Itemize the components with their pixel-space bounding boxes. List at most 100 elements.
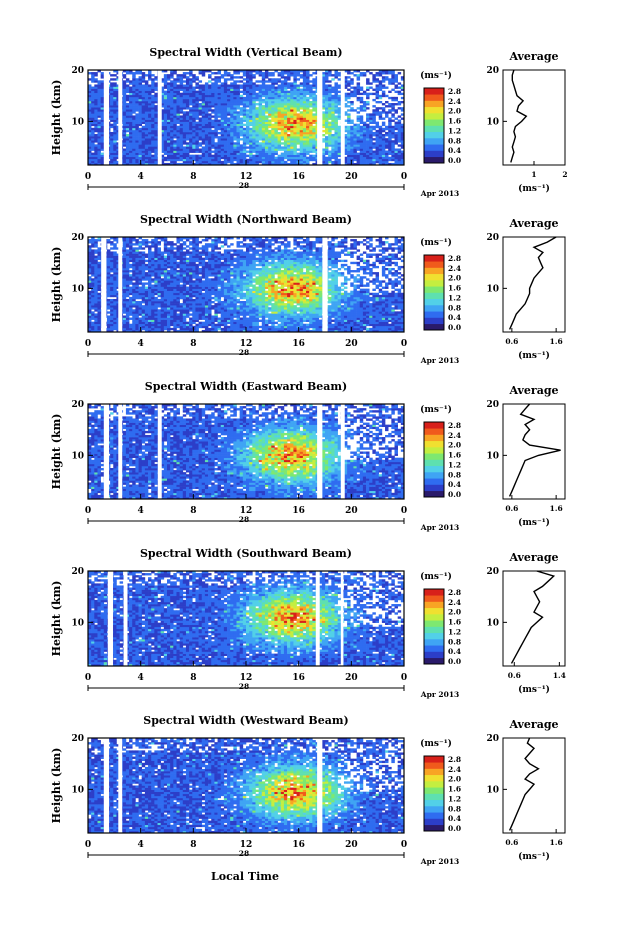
heatmap-cell	[192, 154, 196, 158]
heatmap-cell	[141, 274, 146, 277]
heatmap-cell	[261, 107, 266, 110]
heatmap-cell	[264, 144, 269, 147]
heatmap-cell	[179, 121, 184, 124]
heatmap-cell	[173, 123, 177, 127]
heatmap-cell	[378, 80, 383, 83]
heatmap-cell	[388, 109, 392, 112]
heatmap-cell	[366, 142, 370, 145]
heatmap-cell	[132, 292, 136, 296]
heatmap-cell	[138, 251, 143, 254]
heatmap-cell	[135, 96, 139, 100]
heatmap-cell	[94, 265, 98, 269]
average-y-tick-label: 10	[486, 117, 499, 127]
heatmap-cell	[258, 96, 263, 100]
heatmap-cell	[185, 123, 190, 127]
heatmap-cell	[97, 255, 101, 258]
heatmap-cell	[113, 315, 117, 318]
heatmap-cell	[182, 72, 187, 75]
heatmap-cell	[249, 121, 253, 124]
heatmap-cell	[88, 284, 92, 287]
heatmap-cell	[217, 115, 222, 118]
heatmap-cell	[113, 317, 117, 320]
heatmap-cell	[220, 98, 225, 102]
heatmap-cell	[208, 113, 212, 116]
heatmap-cell	[359, 156, 364, 160]
heatmap-cell	[157, 292, 161, 296]
heatmap-cell	[220, 142, 225, 145]
heatmap-cell	[173, 134, 177, 137]
heatmap-cell	[242, 92, 247, 96]
heatmap-cell	[385, 134, 389, 137]
heatmap-cell	[227, 136, 231, 139]
heatmap-cell	[400, 140, 405, 143]
heatmap-cell	[135, 290, 139, 294]
heatmap-cell	[157, 303, 161, 306]
heatmap-cell	[261, 94, 266, 98]
heatmap-cell	[189, 121, 193, 124]
heatmap-cell	[173, 113, 177, 116]
heatmap-cell	[204, 96, 209, 100]
heatmap-cell	[182, 90, 187, 94]
heatmap-cell	[151, 265, 155, 269]
heatmap-cell	[347, 160, 351, 164]
heatmap-cell	[296, 152, 301, 155]
heatmap-cell	[350, 94, 354, 98]
heatmap-cell	[179, 107, 184, 110]
heatmap-cell	[106, 282, 111, 285]
heatmap-cell	[293, 88, 297, 91]
heatmap-cell	[154, 284, 158, 287]
heatmap-cell	[290, 138, 294, 141]
heatmap-cell	[309, 88, 313, 91]
heatmap-cell	[179, 80, 184, 83]
heatmap-cell	[337, 125, 342, 129]
heatmap-cell	[296, 115, 301, 118]
heatmap-cell	[110, 113, 114, 116]
heatmap-cell	[122, 144, 127, 147]
heatmap-cell	[132, 98, 136, 102]
heatmap-cell	[138, 117, 143, 120]
heatmap-cell	[299, 148, 304, 151]
heatmap-cell	[328, 154, 332, 158]
heatmap-cell	[129, 251, 133, 254]
heatmap-cell	[277, 100, 282, 104]
heatmap-cell	[296, 88, 301, 91]
heatmap-cell	[94, 272, 98, 275]
heatmap-cell	[192, 136, 196, 139]
heatmap-cell	[113, 298, 117, 302]
heatmap-cell	[290, 121, 294, 124]
heatmap-cell	[170, 119, 174, 122]
heatmap-cell	[287, 100, 291, 104]
heatmap-cell	[141, 142, 146, 145]
heatmap-cell	[261, 156, 266, 160]
y-axis-label: Height (km)	[50, 80, 63, 156]
heatmap-cell	[138, 80, 143, 83]
heatmap-cell	[88, 245, 92, 248]
heatmap-cell	[214, 90, 218, 94]
heatmap-cell	[173, 82, 177, 85]
heatmap-cell	[277, 146, 282, 149]
heatmap-cell	[106, 325, 111, 329]
heatmap-cell	[220, 96, 225, 100]
heatmap-cell	[151, 160, 155, 164]
heatmap-cell	[110, 131, 114, 135]
heatmap-cell	[369, 144, 373, 147]
heatmap-cell	[135, 286, 139, 289]
heatmap-cell	[312, 127, 316, 131]
heatmap-cell	[252, 138, 256, 141]
heatmap-cell	[141, 307, 146, 310]
heatmap-cell	[141, 86, 146, 89]
heatmap-cell	[381, 136, 386, 139]
heatmap-cell	[94, 156, 98, 160]
heatmap-cell	[160, 98, 165, 102]
heatmap-cell	[261, 158, 266, 162]
heatmap-cell	[125, 292, 130, 296]
heatmap-cell	[347, 154, 351, 158]
heatmap-cell	[381, 90, 386, 94]
heatmap-cell	[230, 111, 234, 114]
heatmap-cell	[91, 162, 95, 166]
heatmap-cell	[100, 107, 105, 110]
heatmap-cell	[233, 156, 237, 160]
heatmap-cell	[366, 156, 370, 160]
heatmap-cell	[400, 76, 405, 79]
heatmap-cell	[255, 70, 259, 73]
